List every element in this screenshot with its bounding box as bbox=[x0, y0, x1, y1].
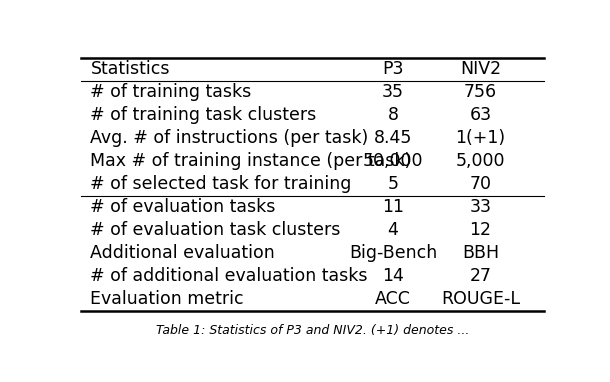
Text: Table 1: Statistics of P3 and NIV2. (+1) denotes ...: Table 1: Statistics of P3 and NIV2. (+1)… bbox=[156, 324, 469, 337]
Text: 1(+1): 1(+1) bbox=[456, 129, 506, 147]
Text: 8: 8 bbox=[387, 106, 398, 124]
Text: 70: 70 bbox=[470, 175, 492, 193]
Text: Additional evaluation: Additional evaluation bbox=[90, 244, 275, 262]
Text: # of evaluation task clusters: # of evaluation task clusters bbox=[90, 221, 341, 239]
Text: 35: 35 bbox=[382, 83, 404, 101]
Text: # of additional evaluation tasks: # of additional evaluation tasks bbox=[90, 267, 368, 285]
Text: Big-Bench: Big-Bench bbox=[349, 244, 437, 262]
Text: Statistics: Statistics bbox=[90, 60, 170, 78]
Text: 50,000: 50,000 bbox=[363, 152, 423, 170]
Text: Max # of training instance (per task): Max # of training instance (per task) bbox=[90, 152, 412, 170]
Text: 12: 12 bbox=[470, 221, 492, 239]
Text: # of training tasks: # of training tasks bbox=[90, 83, 252, 101]
Text: Avg. # of instructions (per task): Avg. # of instructions (per task) bbox=[90, 129, 368, 147]
Text: 63: 63 bbox=[469, 106, 492, 124]
Text: 27: 27 bbox=[470, 267, 492, 285]
Text: 5: 5 bbox=[387, 175, 398, 193]
Text: 14: 14 bbox=[382, 267, 404, 285]
Text: 756: 756 bbox=[464, 83, 497, 101]
Text: # of training task clusters: # of training task clusters bbox=[90, 106, 317, 124]
Text: 8.45: 8.45 bbox=[374, 129, 412, 147]
Text: Evaluation metric: Evaluation metric bbox=[90, 290, 244, 308]
Text: BBH: BBH bbox=[462, 244, 499, 262]
Text: # of evaluation tasks: # of evaluation tasks bbox=[90, 198, 276, 216]
Text: # of selected task for training: # of selected task for training bbox=[90, 175, 352, 193]
Text: P3: P3 bbox=[382, 60, 404, 78]
Text: ACC: ACC bbox=[375, 290, 411, 308]
Text: ROUGE-L: ROUGE-L bbox=[441, 290, 520, 308]
Text: 33: 33 bbox=[470, 198, 492, 216]
Text: NIV2: NIV2 bbox=[460, 60, 501, 78]
Text: 5,000: 5,000 bbox=[456, 152, 505, 170]
Text: 11: 11 bbox=[382, 198, 404, 216]
Text: 4: 4 bbox=[387, 221, 398, 239]
